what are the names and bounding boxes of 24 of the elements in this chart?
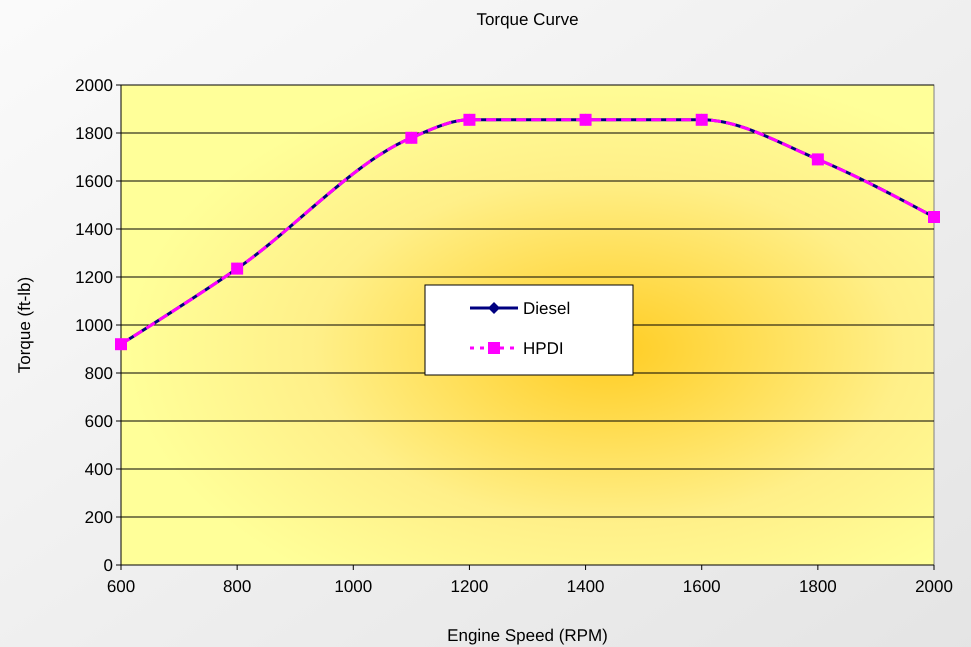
y-tick-label: 1200	[75, 268, 113, 287]
y-tick-label: 1000	[75, 316, 113, 335]
y-tick-label: 200	[84, 508, 113, 527]
x-tick-label: 1600	[682, 577, 721, 596]
x-tick-label: 600	[106, 577, 136, 596]
y-tick-label: 1600	[75, 172, 113, 191]
y-tick-label: 1800	[75, 124, 113, 143]
x-tick-label: 1800	[798, 577, 837, 596]
y-tick-label: 600	[84, 412, 113, 431]
legend-label: HPDI	[523, 338, 564, 358]
y-tick-label: 400	[84, 460, 113, 479]
y-tick-label: 1400	[75, 220, 113, 239]
x-tick-label: 800	[222, 577, 252, 596]
chart-title: Torque Curve	[476, 10, 579, 29]
y-tick-label: 2000	[75, 76, 113, 95]
x-tick-label: 2000	[915, 577, 953, 596]
x-axis-title: Engine Speed (RPM)	[447, 626, 608, 645]
x-tick-label: 1200	[450, 577, 488, 596]
x-tick-label: 1000	[334, 577, 372, 596]
y-tick-label: 800	[84, 364, 113, 383]
y-tick-label: 0	[104, 556, 113, 575]
x-tick-label: 1400	[566, 577, 604, 596]
legend-label: Diesel	[523, 298, 570, 318]
y-axis-title: Torque (ft-lb)	[15, 276, 34, 374]
